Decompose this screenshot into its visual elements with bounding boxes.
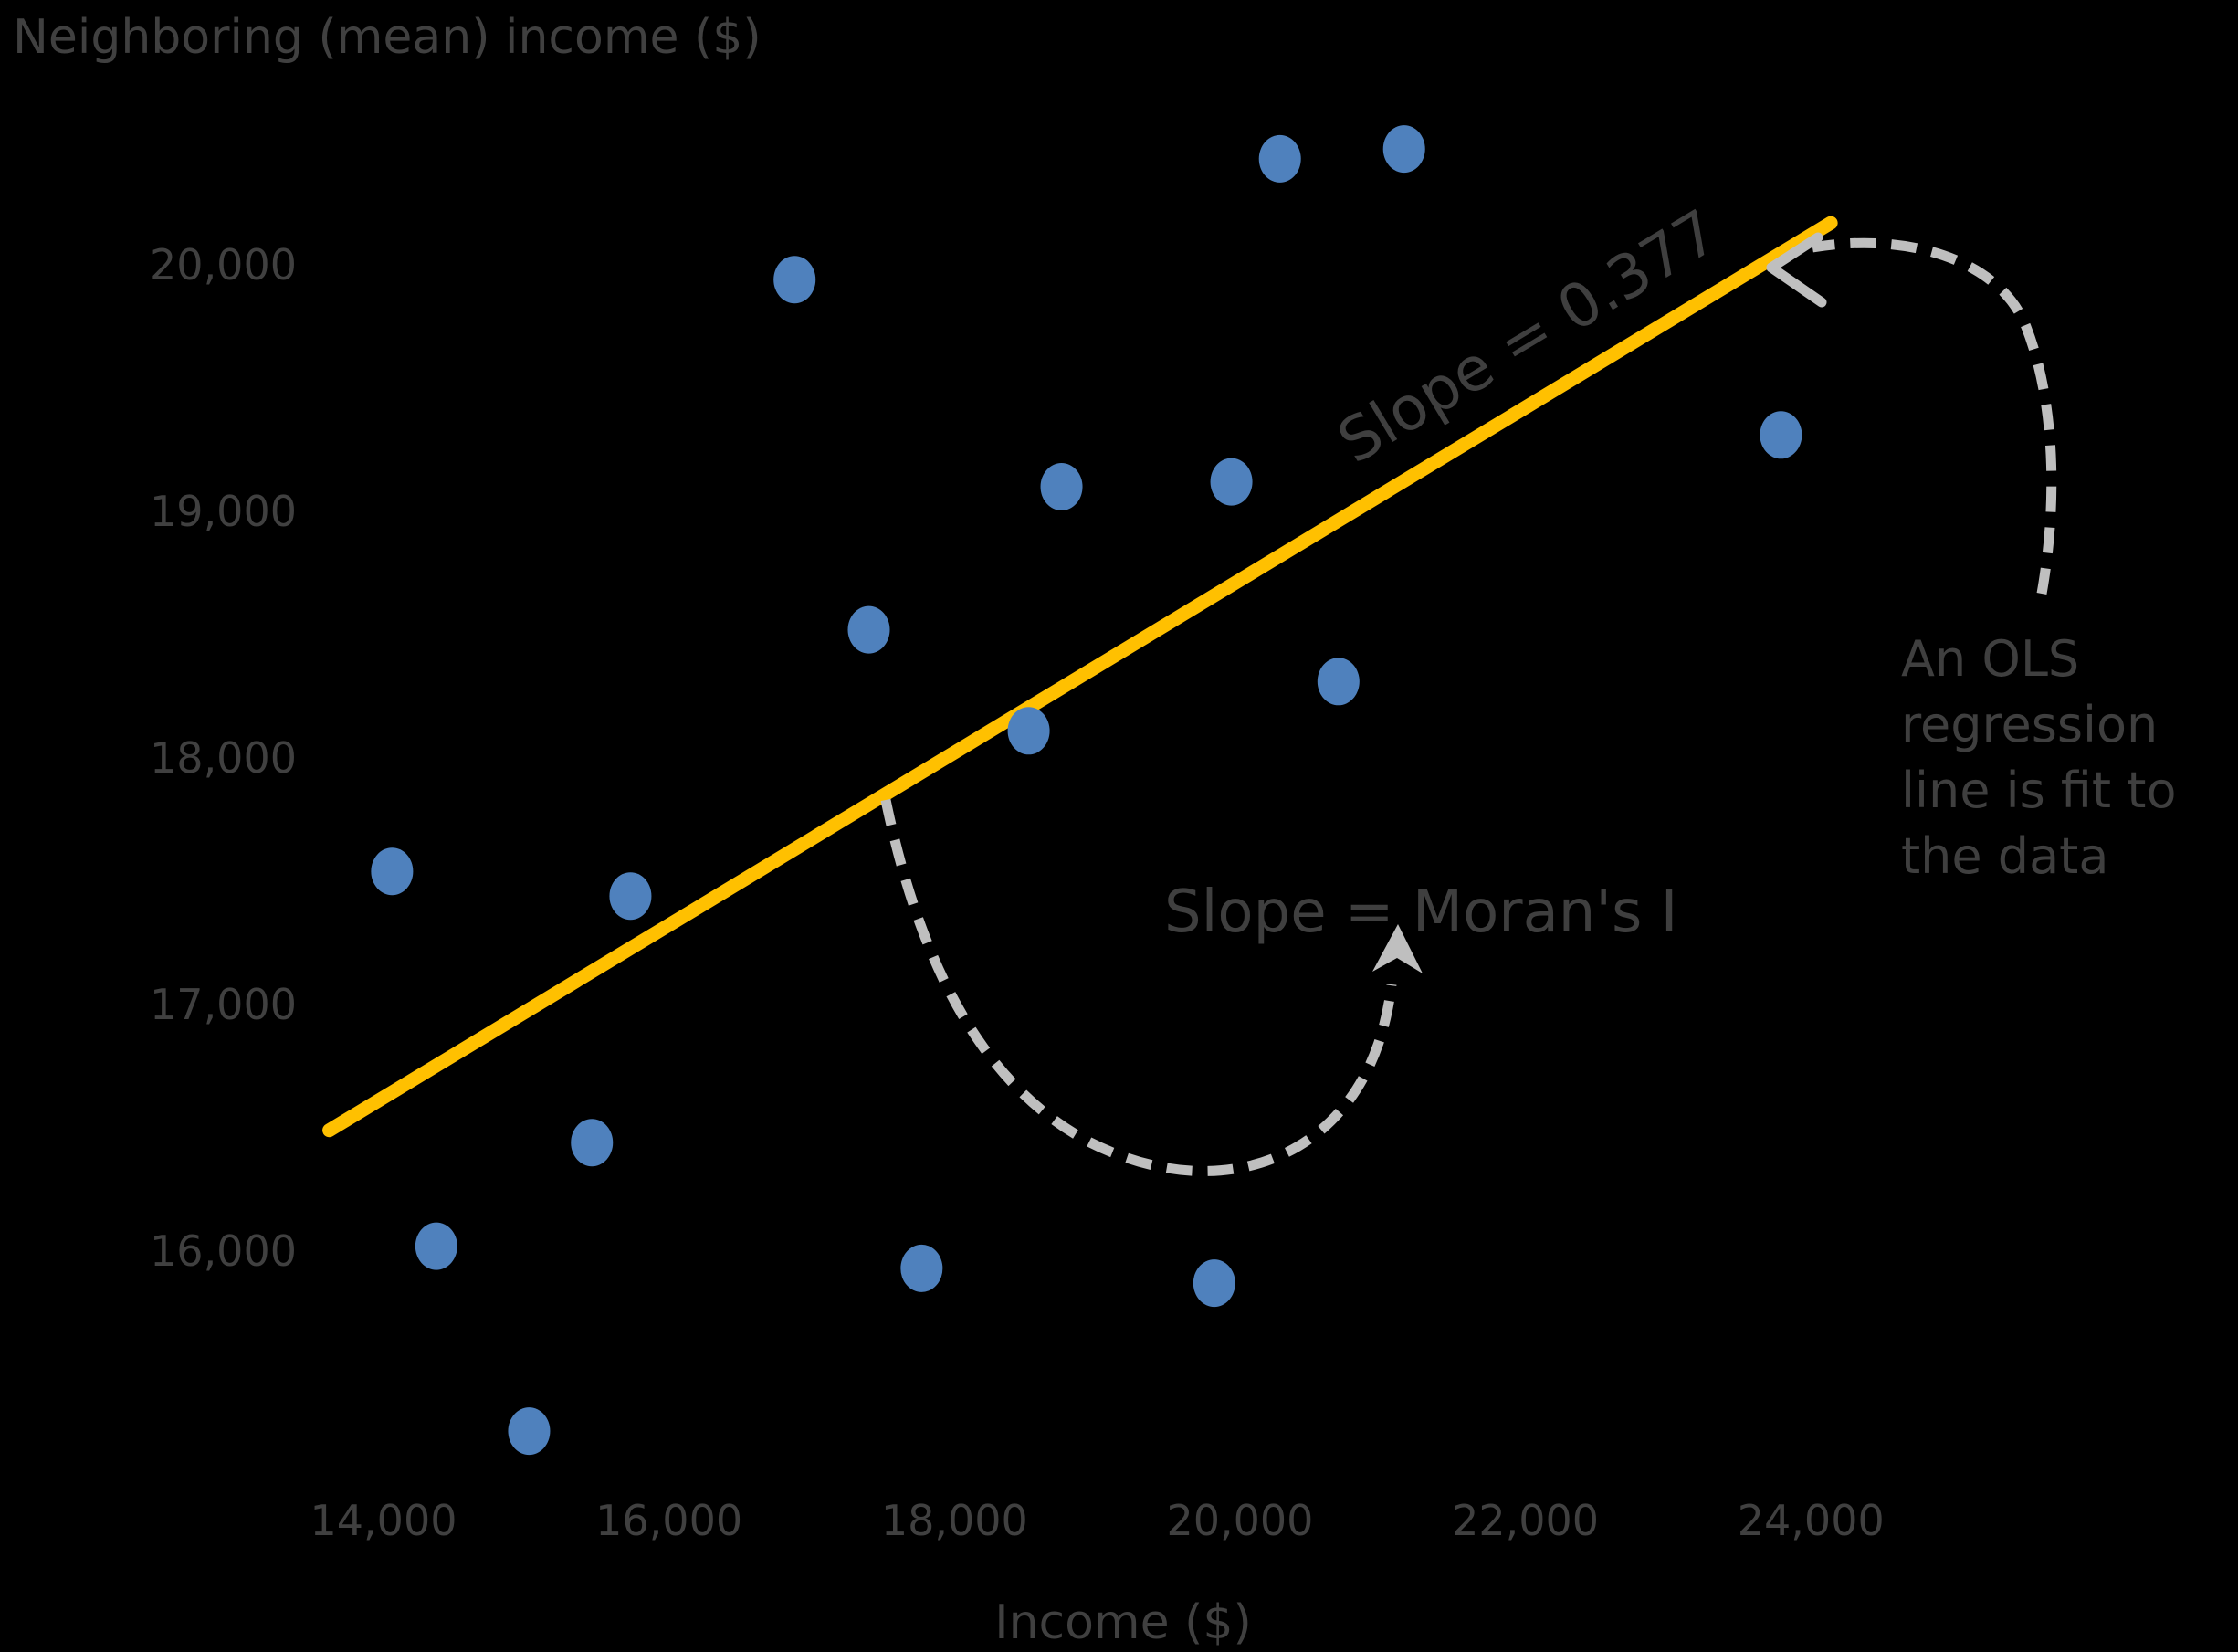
scatter-points — [371, 125, 1802, 1456]
data-point — [1317, 658, 1360, 706]
morans-annotation: Slope = Moran's I — [1164, 879, 1678, 946]
x-tick-label: 24,000 — [1738, 1496, 1885, 1545]
data-point — [415, 1222, 457, 1270]
y-tick-label: 16,000 — [150, 1226, 297, 1276]
data-point — [773, 256, 816, 304]
data-point — [900, 1244, 943, 1292]
slope-value-label: Slope = 0.377 — [1326, 196, 1729, 478]
y-axis-tick-labels: 20,000 19,000 18,000 17,000 16,000 — [150, 240, 297, 1276]
data-point — [1040, 463, 1083, 510]
data-point — [508, 1407, 551, 1456]
y-tick-label: 20,000 — [150, 240, 297, 289]
x-tick-label: 18,000 — [881, 1496, 1028, 1545]
data-point — [847, 605, 890, 654]
ols-annotation-line-4: the data — [1901, 827, 2108, 885]
data-point — [609, 872, 652, 921]
data-point — [1382, 125, 1425, 174]
y-tick-label: 19,000 — [150, 487, 297, 536]
ols-annotation-line-2: regression — [1901, 696, 2158, 753]
data-point — [1210, 458, 1253, 506]
y-tick-label: 17,000 — [150, 980, 297, 1029]
y-axis-title: Neighboring (mean) income ($) — [13, 10, 762, 65]
x-tick-label: 14,000 — [310, 1496, 457, 1545]
x-axis-title: Income ($) — [994, 1595, 1252, 1650]
data-point — [1258, 134, 1301, 183]
morans-arrow — [880, 798, 1397, 1176]
ols-arrowhead-icon — [1766, 232, 1827, 308]
morans-arrowhead-icon — [1372, 924, 1423, 973]
x-tick-label: 20,000 — [1166, 1496, 1313, 1545]
x-axis-tick-labels: 14,000 16,000 18,000 20,000 22,000 24,000 — [310, 1496, 1885, 1545]
ols-annotation-line-3: line is fit to — [1901, 762, 2176, 819]
ols-arrow — [1812, 237, 2057, 595]
data-point — [371, 847, 414, 896]
ols-annotation: An OLS regression line is fit to the dat… — [1901, 630, 2192, 885]
ols-annotation-line-1: An OLS — [1901, 630, 2079, 688]
data-point — [571, 1119, 614, 1167]
y-tick-label: 18,000 — [150, 733, 297, 783]
x-tick-label: 22,000 — [1452, 1496, 1599, 1545]
data-point — [1007, 707, 1050, 755]
data-point — [1760, 411, 1802, 459]
data-point — [1193, 1259, 1235, 1308]
x-tick-label: 16,000 — [595, 1496, 742, 1545]
regression-line — [322, 216, 1838, 1138]
